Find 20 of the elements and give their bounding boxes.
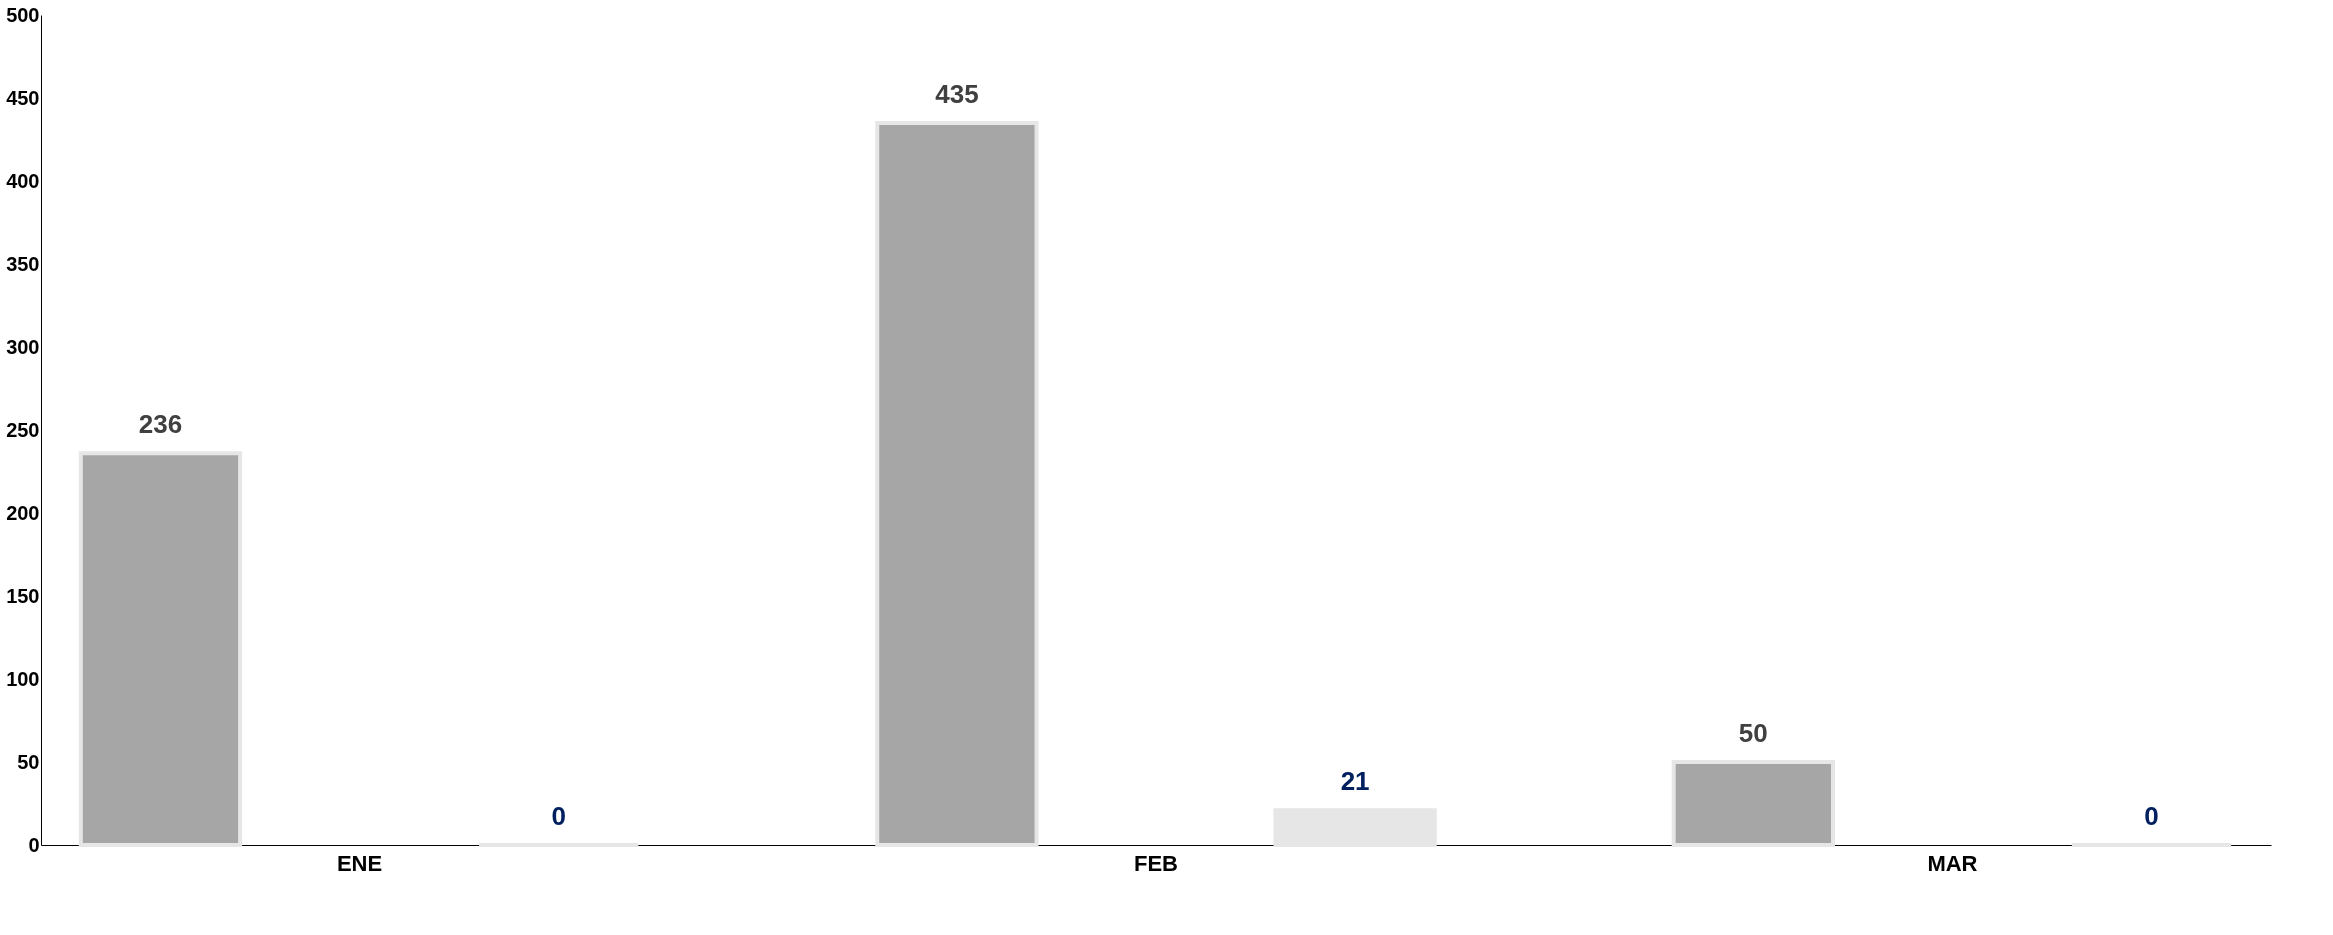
y-tick-label: 250 <box>6 418 40 441</box>
data-label: 50 <box>1738 718 1768 748</box>
data-label: 21 <box>1340 766 1370 797</box>
y-tick-label: 400 <box>6 169 40 192</box>
y-tick-label: 150 <box>6 584 40 607</box>
data-label: 236 <box>138 409 183 440</box>
data-label: 0 <box>2144 801 2159 831</box>
y-tick-label: 200 <box>6 501 40 524</box>
y-tick-label: 100 <box>6 667 40 690</box>
y-tick-label: 300 <box>6 335 40 358</box>
y-tick-label: 50 <box>17 750 40 773</box>
y-tick-label: 500 <box>6 3 40 26</box>
x-tick-label: ENE <box>336 850 383 876</box>
data-label: 435 <box>935 78 979 109</box>
data-label: 0 <box>551 801 566 831</box>
x-tick-label: FEB <box>1134 850 1178 876</box>
y-tick-label: 350 <box>6 252 40 275</box>
y-tick-label: 450 <box>6 86 40 109</box>
y-tick-label: 0 <box>28 833 40 856</box>
x-tick-label: MAR <box>1927 850 1978 876</box>
